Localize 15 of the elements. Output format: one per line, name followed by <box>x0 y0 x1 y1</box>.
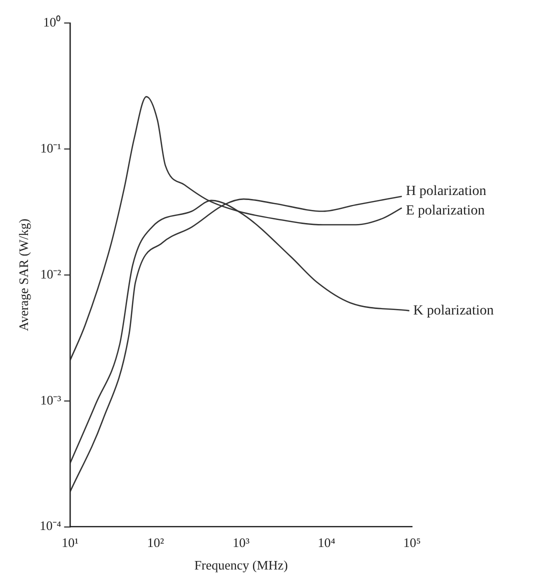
y-axis-title: Average SAR (W/kg) <box>16 218 32 332</box>
series-label: H polarization <box>406 184 486 200</box>
x-tick-label: 10¹ <box>62 535 79 550</box>
y-tick-label: 10⁻¹ <box>40 140 62 156</box>
series-label: E polarization <box>406 204 485 219</box>
x-tick-label: 10³ <box>232 535 250 550</box>
y-tick-label: 10⁰ <box>43 14 62 30</box>
x-tick-label: 10⁴ <box>318 535 336 550</box>
y-tick-label: 10⁻⁴ <box>40 518 62 534</box>
x-tick-label: 10² <box>147 535 164 550</box>
x-axis-title: Frequency (MHz) <box>194 558 288 573</box>
series-label: K polarization <box>413 303 494 318</box>
y-tick-label: 10⁻² <box>40 266 62 282</box>
x-tick-label: 10⁵ <box>403 535 421 550</box>
y-tick-label: 10⁻³ <box>40 392 62 408</box>
